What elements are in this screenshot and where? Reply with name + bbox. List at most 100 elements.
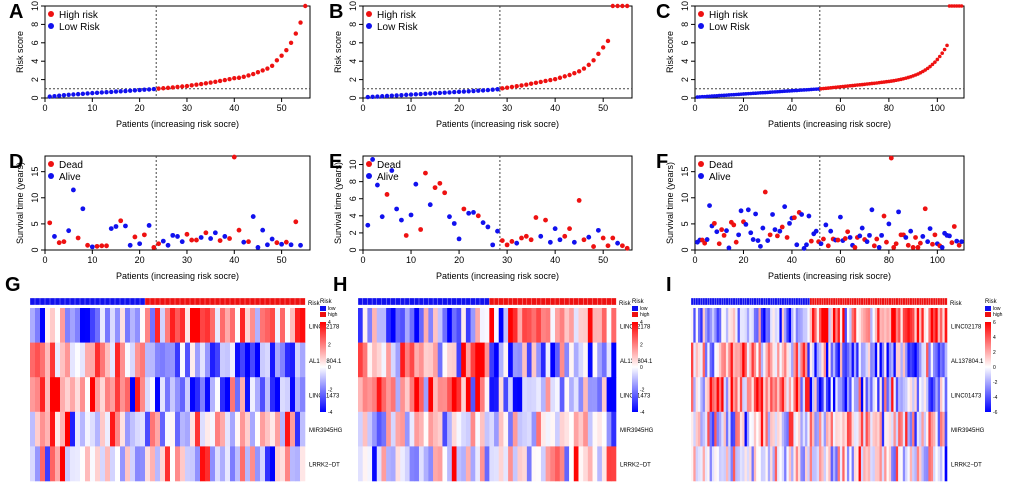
heat-cell <box>700 308 703 343</box>
heat-cell <box>190 377 196 413</box>
heat-cell <box>912 377 915 413</box>
survival-point <box>736 232 742 238</box>
heat-cell <box>225 342 231 378</box>
survival-point <box>939 244 945 250</box>
heat-cell <box>95 342 101 378</box>
heat-cell <box>907 308 911 343</box>
risk-point <box>600 45 606 50</box>
heat-cell <box>795 411 799 447</box>
heat-cell <box>928 377 932 413</box>
heat-cell <box>779 342 783 378</box>
heat-cell <box>742 342 745 378</box>
heat-cell <box>798 411 801 447</box>
heat-cell <box>816 411 820 447</box>
heat-cell <box>573 377 579 413</box>
heat-cell <box>870 411 873 447</box>
heat-cell <box>362 308 368 343</box>
heat-cell <box>400 411 406 447</box>
heat-cell <box>802 342 806 378</box>
heat-cell <box>867 377 871 413</box>
annotation-cell <box>461 297 467 306</box>
y-tick-label: 5 <box>680 221 690 226</box>
heat-cell <box>742 411 745 447</box>
heat-cell <box>760 377 764 413</box>
heat-cell <box>280 411 286 447</box>
heat-cell <box>606 308 612 343</box>
y-tick-label: 4 <box>30 59 40 64</box>
heat-cell <box>921 411 925 447</box>
annotation-cell <box>254 297 261 306</box>
heat-cell <box>942 342 945 378</box>
heat-cell <box>933 446 936 482</box>
risk-point <box>232 76 237 81</box>
heat-cell <box>935 411 938 447</box>
risk-point <box>246 73 251 78</box>
survival-point <box>528 237 534 243</box>
heat-cell <box>50 377 56 413</box>
risk-point <box>380 94 385 99</box>
annotation-cell <box>199 297 206 306</box>
heat-cell <box>470 308 476 343</box>
heat-cell <box>837 411 841 447</box>
survival-point <box>399 217 404 223</box>
heat-cell <box>704 446 708 482</box>
heat-cell <box>795 377 799 413</box>
heat-cell <box>693 342 696 378</box>
heat-cell <box>809 446 813 482</box>
heat-cell <box>863 446 866 482</box>
heat-cell <box>135 377 141 413</box>
heat-cell <box>135 411 141 447</box>
risk-point <box>543 78 548 84</box>
heat-cell <box>35 308 41 343</box>
annotation-cell <box>573 297 579 306</box>
heat-cell <box>150 446 156 482</box>
heat-cell <box>290 446 296 482</box>
heat-cell <box>280 308 286 343</box>
annotation-cell <box>578 297 584 306</box>
heat-cell <box>583 411 589 447</box>
annotation-cell <box>104 297 111 306</box>
heat-cell <box>919 411 922 447</box>
risk-point <box>370 94 375 100</box>
heat-cell <box>702 308 706 343</box>
heat-cell <box>702 411 706 447</box>
heat-cell <box>914 411 918 447</box>
plot-frame <box>694 5 965 99</box>
heat-cell <box>255 308 261 343</box>
survival-point <box>719 227 725 233</box>
heat-cell <box>40 308 46 343</box>
heat-cell <box>522 342 528 378</box>
heat-cell <box>390 308 396 343</box>
legend-marker-low <box>366 173 372 179</box>
heat-cell <box>255 411 261 447</box>
heat-cell <box>767 411 771 447</box>
heat-cell <box>802 308 806 343</box>
legend-marker-low <box>698 173 704 179</box>
heat-cell <box>704 411 708 447</box>
heat-cell <box>235 446 241 482</box>
survival-point <box>591 244 596 249</box>
heat-cell <box>225 446 231 482</box>
heat-cell <box>940 308 943 343</box>
heat-cell <box>433 342 439 378</box>
heat-cell <box>916 342 920 378</box>
heat-cell <box>536 342 542 378</box>
plot-frame <box>44 155 311 251</box>
heat-cell <box>849 308 852 343</box>
survival-point <box>47 220 53 226</box>
heat-cell <box>433 308 439 343</box>
heat-cell <box>130 342 136 378</box>
heat-cell <box>80 308 86 343</box>
heat-cell <box>587 377 593 413</box>
heat-cell <box>814 308 817 343</box>
heat-cell <box>367 308 373 343</box>
heat-cell <box>597 411 603 447</box>
survival-point <box>886 221 892 227</box>
heat-cell <box>895 411 899 447</box>
risk-point <box>47 94 52 99</box>
y-tick-label: 0 <box>30 247 40 252</box>
heat-cell <box>275 308 281 343</box>
survival-point <box>75 235 81 241</box>
risk-point <box>447 90 452 95</box>
heat-cell <box>170 446 176 482</box>
